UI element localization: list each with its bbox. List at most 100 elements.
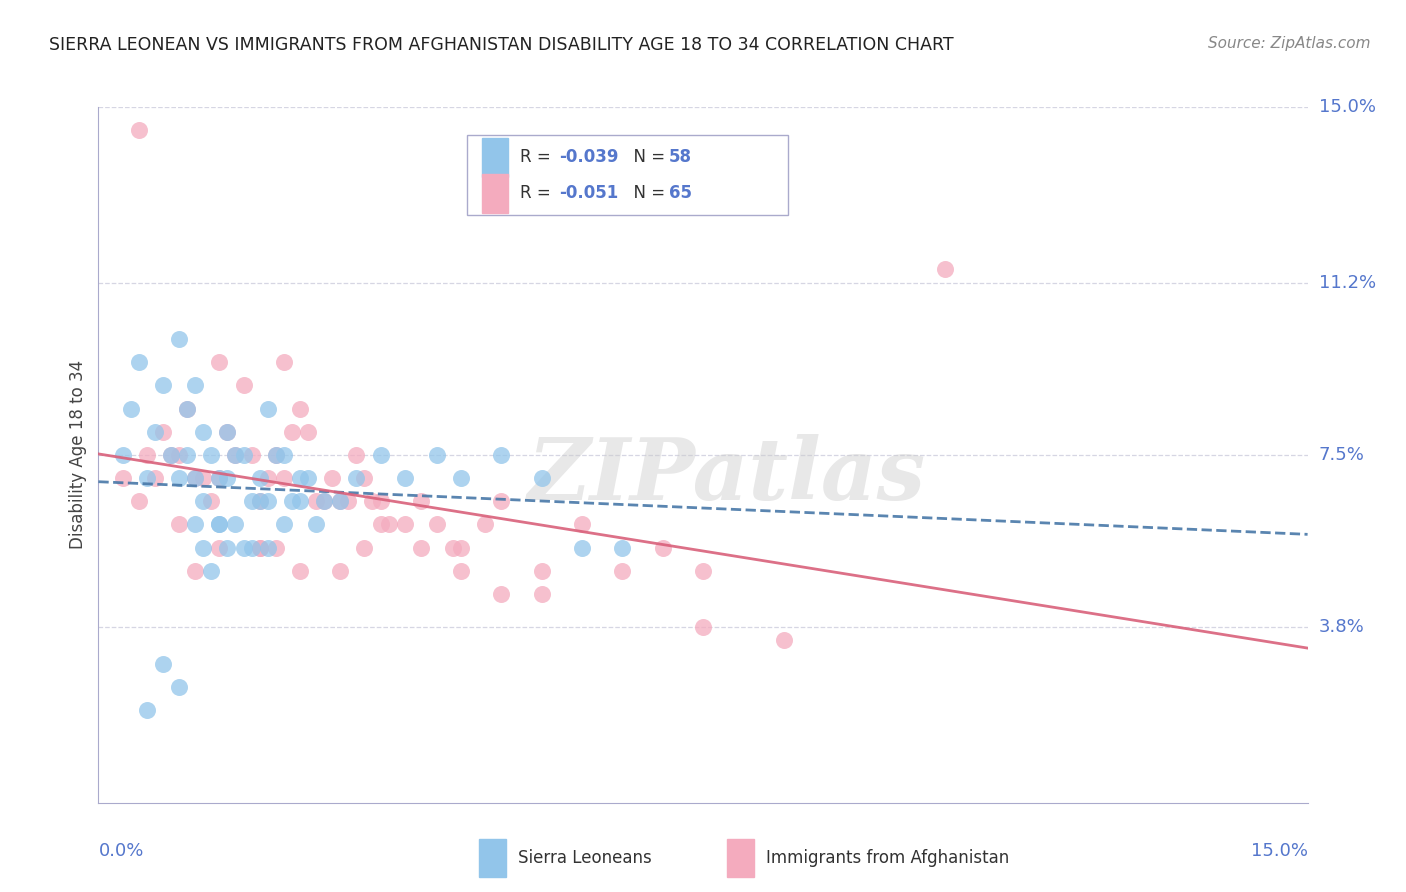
- Point: [571, 541, 593, 555]
- Point: [264, 541, 287, 555]
- Point: [329, 564, 352, 578]
- Text: SIERRA LEONEAN VS IMMIGRANTS FROM AFGHANISTAN DISABILITY AGE 18 TO 34 CORRELATIO: SIERRA LEONEAN VS IMMIGRANTS FROM AFGHAN…: [49, 36, 953, 54]
- Text: R =: R =: [520, 185, 557, 202]
- Point: [111, 448, 134, 462]
- Point: [208, 471, 231, 485]
- Point: [232, 378, 254, 392]
- Point: [530, 471, 553, 485]
- Point: [152, 657, 174, 671]
- Point: [240, 541, 263, 555]
- Point: [281, 494, 304, 508]
- Point: [193, 425, 215, 439]
- Bar: [482, 174, 509, 212]
- Point: [193, 471, 215, 485]
- Point: [152, 425, 174, 439]
- Point: [450, 541, 472, 555]
- Point: [193, 541, 215, 555]
- Point: [314, 494, 336, 508]
- Point: [288, 494, 311, 508]
- Point: [530, 587, 553, 601]
- Point: [281, 425, 304, 439]
- Text: 15.0%: 15.0%: [1250, 842, 1308, 860]
- Point: [692, 619, 714, 633]
- Point: [184, 564, 207, 578]
- Point: [256, 471, 278, 485]
- Text: 65: 65: [669, 185, 692, 202]
- Point: [249, 541, 271, 555]
- Y-axis label: Disability Age 18 to 34: Disability Age 18 to 34: [69, 360, 87, 549]
- Point: [256, 401, 278, 416]
- Point: [167, 332, 190, 346]
- Point: [344, 448, 367, 462]
- Point: [167, 680, 190, 694]
- Point: [167, 471, 190, 485]
- Text: Sierra Leoneans: Sierra Leoneans: [517, 849, 652, 867]
- Point: [288, 471, 311, 485]
- Point: [409, 494, 432, 508]
- Point: [240, 494, 263, 508]
- Point: [344, 471, 367, 485]
- Point: [612, 564, 634, 578]
- Point: [297, 471, 319, 485]
- Point: [329, 494, 352, 508]
- Point: [200, 564, 222, 578]
- Text: ZIPatlas: ZIPatlas: [529, 434, 927, 517]
- FancyBboxPatch shape: [467, 135, 787, 215]
- Point: [394, 517, 416, 532]
- Point: [208, 471, 231, 485]
- Point: [249, 494, 271, 508]
- Point: [256, 494, 278, 508]
- Text: -0.051: -0.051: [560, 185, 619, 202]
- Text: R =: R =: [520, 148, 557, 167]
- Point: [200, 448, 222, 462]
- Text: 3.8%: 3.8%: [1319, 617, 1364, 635]
- Text: Source: ZipAtlas.com: Source: ZipAtlas.com: [1208, 36, 1371, 51]
- Point: [370, 448, 392, 462]
- Point: [224, 448, 246, 462]
- Text: 0.0%: 0.0%: [98, 842, 143, 860]
- Point: [240, 448, 263, 462]
- Point: [264, 448, 287, 462]
- Point: [353, 471, 375, 485]
- Point: [353, 541, 375, 555]
- Point: [305, 517, 328, 532]
- Point: [176, 401, 198, 416]
- Bar: [727, 839, 754, 877]
- Point: [160, 448, 183, 462]
- Text: 7.5%: 7.5%: [1319, 446, 1365, 464]
- Point: [176, 448, 198, 462]
- Point: [143, 471, 166, 485]
- Text: Immigrants from Afghanistan: Immigrants from Afghanistan: [766, 849, 1010, 867]
- Point: [651, 541, 673, 555]
- Text: 15.0%: 15.0%: [1319, 98, 1375, 116]
- Point: [200, 494, 222, 508]
- Point: [184, 378, 207, 392]
- Point: [426, 448, 449, 462]
- Text: N =: N =: [623, 148, 671, 167]
- Point: [394, 471, 416, 485]
- Point: [217, 425, 239, 439]
- Point: [176, 401, 198, 416]
- Point: [337, 494, 360, 508]
- Text: 11.2%: 11.2%: [1319, 275, 1376, 293]
- Point: [208, 541, 231, 555]
- Point: [193, 494, 215, 508]
- Point: [612, 541, 634, 555]
- Point: [208, 517, 231, 532]
- Point: [135, 703, 157, 717]
- Point: [152, 378, 174, 392]
- Point: [370, 517, 392, 532]
- Point: [120, 401, 142, 416]
- Point: [273, 355, 295, 369]
- Point: [249, 494, 271, 508]
- Point: [450, 564, 472, 578]
- Point: [450, 471, 472, 485]
- Point: [143, 425, 166, 439]
- Point: [128, 355, 150, 369]
- Point: [571, 517, 593, 532]
- Point: [217, 541, 239, 555]
- Point: [692, 564, 714, 578]
- Point: [441, 541, 464, 555]
- Point: [208, 355, 231, 369]
- Point: [217, 471, 239, 485]
